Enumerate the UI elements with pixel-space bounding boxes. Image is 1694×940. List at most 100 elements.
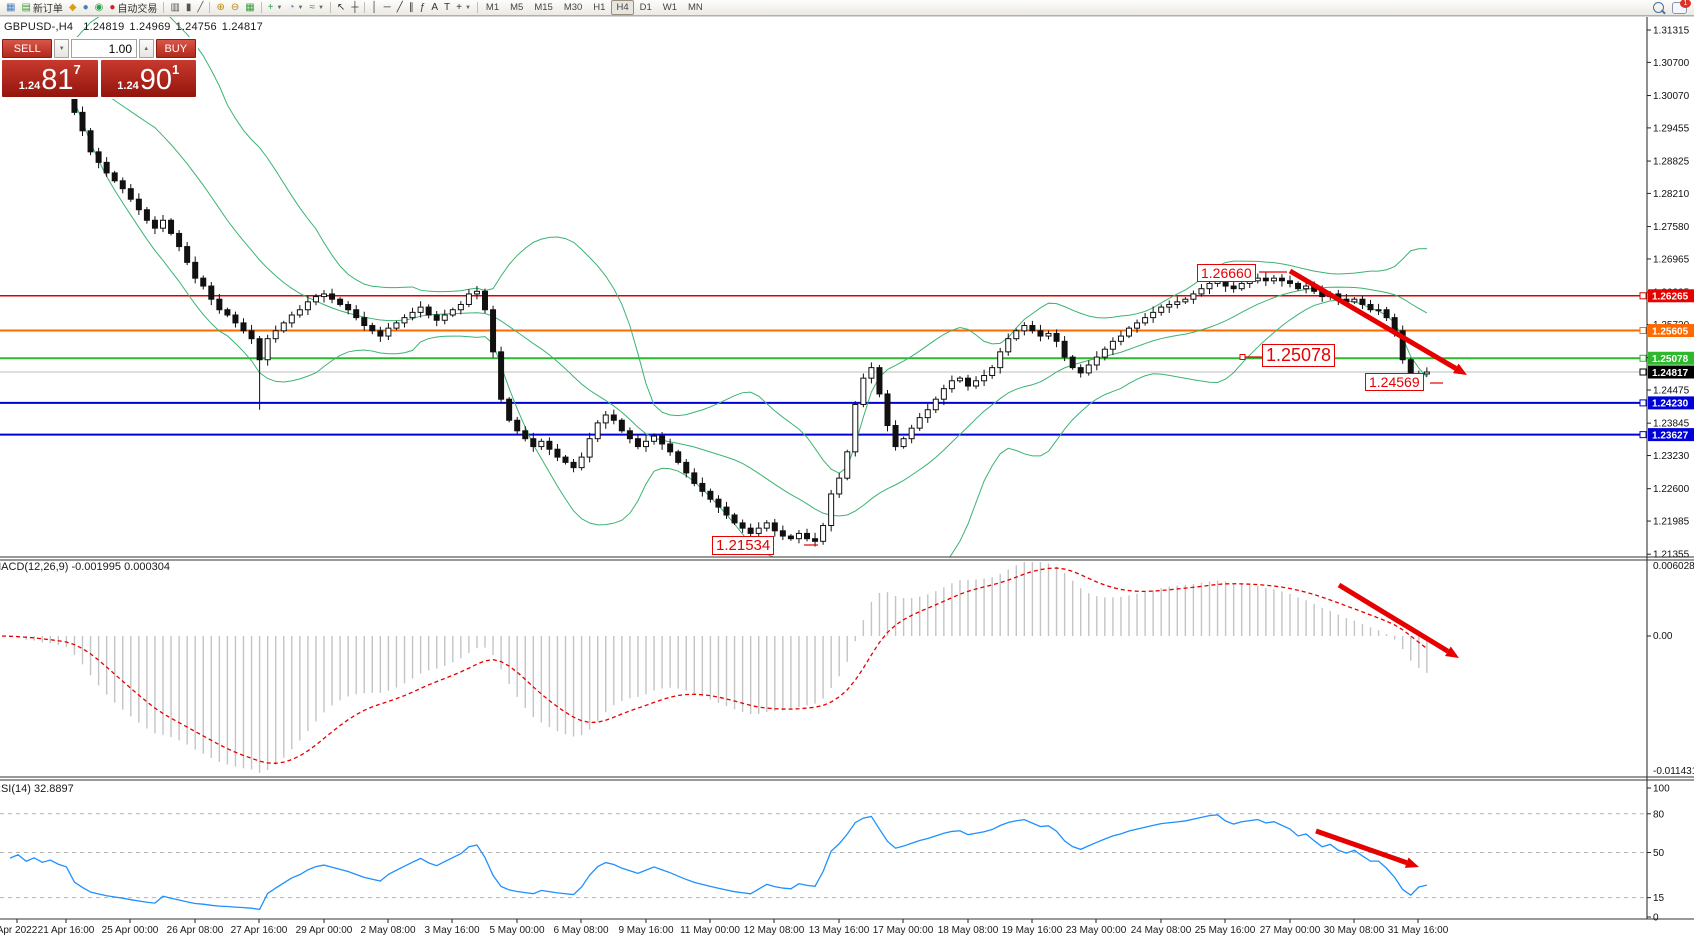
trend-arrow-head[interactable] xyxy=(1445,646,1459,658)
price-badge: 1.23627 xyxy=(1652,430,1689,441)
drawing-objects[interactable] xyxy=(804,268,1467,868)
trend-arrow-head[interactable] xyxy=(1404,857,1419,868)
volume-up-button[interactable]: ▲ xyxy=(139,39,154,58)
signal-icon: ◉ xyxy=(94,1,104,13)
label-icon[interactable]: T xyxy=(441,1,453,15)
new-order-button[interactable]: ▤ 新订单 xyxy=(18,1,65,16)
x-axis-label: 21 Apr 16:00 xyxy=(38,925,95,936)
crosshair-icon: ┼ xyxy=(351,1,359,13)
buy-price-box[interactable]: 1.24 90 1 xyxy=(100,60,196,97)
sell-button[interactable]: SELL xyxy=(2,39,53,58)
cursor-icon[interactable]: ↖ xyxy=(334,1,348,15)
price-tick: 1.30070 xyxy=(1653,91,1690,102)
candle-chart-icon[interactable]: ▮ xyxy=(183,1,195,15)
timeframe-button-m5[interactable]: M5 xyxy=(510,2,524,13)
price-tick: 1.30700 xyxy=(1653,58,1690,69)
price-scale[interactable]: 1.31315 1.30700 1.30070 1.29455 1.28825 1.282… xyxy=(1639,26,1694,561)
chevron-down-icon: ▼ xyxy=(297,4,304,11)
svg-text:15: 15 xyxy=(1653,893,1665,904)
trend-arrow[interactable] xyxy=(1337,582,1450,654)
x-axis-label: 19 May 16:00 xyxy=(1002,925,1063,936)
price-annotation-box[interactable]: 1.25078 xyxy=(1262,344,1336,367)
autotrading-button[interactable]: ● 自动交易 xyxy=(106,1,160,16)
chart-title: GBPUSD-,H4 1.24819 1.24969 1.24756 1.24817 xyxy=(4,21,268,33)
price-annotation-box[interactable]: 1.24569 xyxy=(1365,373,1424,392)
price-tick: 1.27580 xyxy=(1653,222,1690,233)
x-axis-label: 25 Apr 00:00 xyxy=(102,925,159,936)
timeframe-button-h4[interactable]: H4 xyxy=(611,0,634,15)
gold-icon[interactable]: ◆ xyxy=(66,1,80,15)
hline-icon[interactable]: ─ xyxy=(381,1,394,15)
line-chart-icon[interactable]: ╱ xyxy=(194,1,206,15)
zoom-out-icon[interactable]: ⊖ xyxy=(228,1,242,15)
chat-icon[interactable]: 1 xyxy=(1672,0,1691,14)
sell-price-box[interactable]: 1.24 81 7 xyxy=(2,60,98,97)
volume-input[interactable] xyxy=(71,39,138,58)
timeframe-button-m1[interactable]: M1 xyxy=(485,2,500,13)
candles-layer xyxy=(0,49,1430,547)
trend-arrow[interactable] xyxy=(1288,268,1458,371)
buy-button[interactable]: BUY xyxy=(155,39,196,58)
svg-text:50: 50 xyxy=(1653,848,1665,859)
crosshair-icon[interactable]: ┼ xyxy=(348,1,361,15)
horizontal-lines-layer[interactable] xyxy=(0,295,1647,436)
arrows-icon[interactable]: + ▼ xyxy=(453,1,474,15)
bar-chart-icon[interactable]: ▥ xyxy=(167,1,182,15)
x-axis-label: 3 May 16:00 xyxy=(424,925,479,936)
volume-down-button[interactable]: ▼ xyxy=(54,39,70,58)
time-scale[interactable]: Apr 2022 21 Apr 16:00 25 Apr 00:00 26 Apr 0… xyxy=(0,919,1449,936)
price-tick: 1.26965 xyxy=(1653,254,1690,265)
trendline-icon[interactable]: ╱ xyxy=(394,1,406,15)
timeframe-button-h1[interactable]: H1 xyxy=(593,2,606,13)
autotrading-button-label: 自动交易 xyxy=(117,4,158,15)
bar-low: 1.24756 xyxy=(175,21,217,33)
toolbar: ▦ ▤ 新订单 ◆ ● ◉ ● 自动交易 ▥ ▮ ╱ ⊕ ⊖ ▦ + ▼ ◔ ▼ ≈ ▼ ↖ ┼ │ ─ ╱ ∥ ƒ A T + ▼ M1 M… xyxy=(0,0,1694,16)
zoom-in-icon: ⊕ xyxy=(216,1,225,13)
price-annotation-box[interactable]: 1.21534 xyxy=(712,536,775,556)
text-icon[interactable]: A xyxy=(428,1,441,15)
vline-icon[interactable]: │ xyxy=(368,1,380,15)
x-axis-label: 23 May 00:00 xyxy=(1066,925,1127,936)
price-tick: 1.23230 xyxy=(1653,451,1690,462)
template-icon[interactable]: ≈ ▼ xyxy=(306,1,326,15)
timeframe-button-m15[interactable]: M15 xyxy=(534,2,553,13)
timeframe-button-m30[interactable]: M30 xyxy=(563,2,583,13)
account-icon: ● xyxy=(82,1,89,13)
search-icon[interactable] xyxy=(1653,2,1664,13)
x-axis-label: 2 May 08:00 xyxy=(360,925,415,936)
toolbar-separator xyxy=(209,2,211,13)
buy-price-small: 1.24 xyxy=(117,80,139,92)
price-tick: 1.28210 xyxy=(1653,189,1690,200)
period-icon[interactable]: ◔ ▼ xyxy=(285,1,306,15)
price-tick: 1.24475 xyxy=(1653,386,1690,397)
add-indicator-icon[interactable]: + ▼ xyxy=(265,1,286,15)
trend-arrow-head[interactable] xyxy=(1453,363,1467,375)
period-icon: ◔ xyxy=(288,1,295,13)
rsi-indicator-label: RSI(14) 32.8897 xyxy=(0,783,74,795)
toolbar-separator xyxy=(364,2,366,13)
macd-layer xyxy=(1,562,1428,773)
toolbar-separator xyxy=(476,2,478,13)
svg-text:100: 100 xyxy=(1653,784,1670,795)
price-badge: 1.25605 xyxy=(1652,326,1689,337)
bar-close: 1.24817 xyxy=(221,21,263,33)
zoom-in-icon[interactable]: ⊕ xyxy=(213,1,227,15)
account-icon[interactable]: ● xyxy=(80,1,92,15)
signal-icon[interactable]: ◉ xyxy=(92,1,107,15)
fibo-icon[interactable]: ƒ xyxy=(417,1,429,15)
window-icon[interactable]: ▦ xyxy=(3,1,18,15)
x-axis-label: 24 May 08:00 xyxy=(1131,925,1192,936)
price-badge: 1.24817 xyxy=(1652,368,1689,379)
timeframe-button-w1[interactable]: W1 xyxy=(662,2,678,13)
notification-badge: 1 xyxy=(1680,0,1691,8)
timeframe-button-d1[interactable]: D1 xyxy=(639,2,652,13)
trend-arrow[interactable] xyxy=(1315,828,1408,866)
price-annotation-box[interactable]: 1.26660 xyxy=(1197,264,1256,283)
timeframe-button-mn[interactable]: MN xyxy=(688,2,703,13)
channel-icon[interactable]: ∥ xyxy=(406,1,417,15)
tile-windows-icon[interactable]: ▦ xyxy=(242,1,257,15)
rsi-layer xyxy=(0,813,1647,911)
x-axis-label: 6 May 08:00 xyxy=(553,925,608,936)
